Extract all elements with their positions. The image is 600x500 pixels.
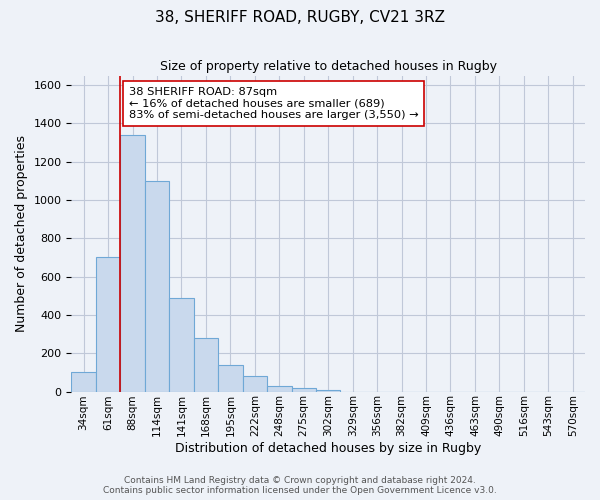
Y-axis label: Number of detached properties: Number of detached properties [15,135,28,332]
Bar [267,386,292,392]
Bar [194,338,218,392]
Bar [121,135,145,392]
Bar [292,388,316,392]
Bar [218,364,242,392]
Bar [169,298,194,392]
Bar [96,258,121,392]
Bar [316,390,340,392]
Text: Contains HM Land Registry data © Crown copyright and database right 2024.
Contai: Contains HM Land Registry data © Crown c… [103,476,497,495]
Bar [145,181,169,392]
Title: Size of property relative to detached houses in Rugby: Size of property relative to detached ho… [160,60,497,73]
Text: 38 SHERIFF ROAD: 87sqm
← 16% of detached houses are smaller (689)
83% of semi-de: 38 SHERIFF ROAD: 87sqm ← 16% of detached… [129,87,419,120]
X-axis label: Distribution of detached houses by size in Rugby: Distribution of detached houses by size … [175,442,481,455]
Text: 38, SHERIFF ROAD, RUGBY, CV21 3RZ: 38, SHERIFF ROAD, RUGBY, CV21 3RZ [155,10,445,25]
Bar [71,372,96,392]
Bar [242,376,267,392]
